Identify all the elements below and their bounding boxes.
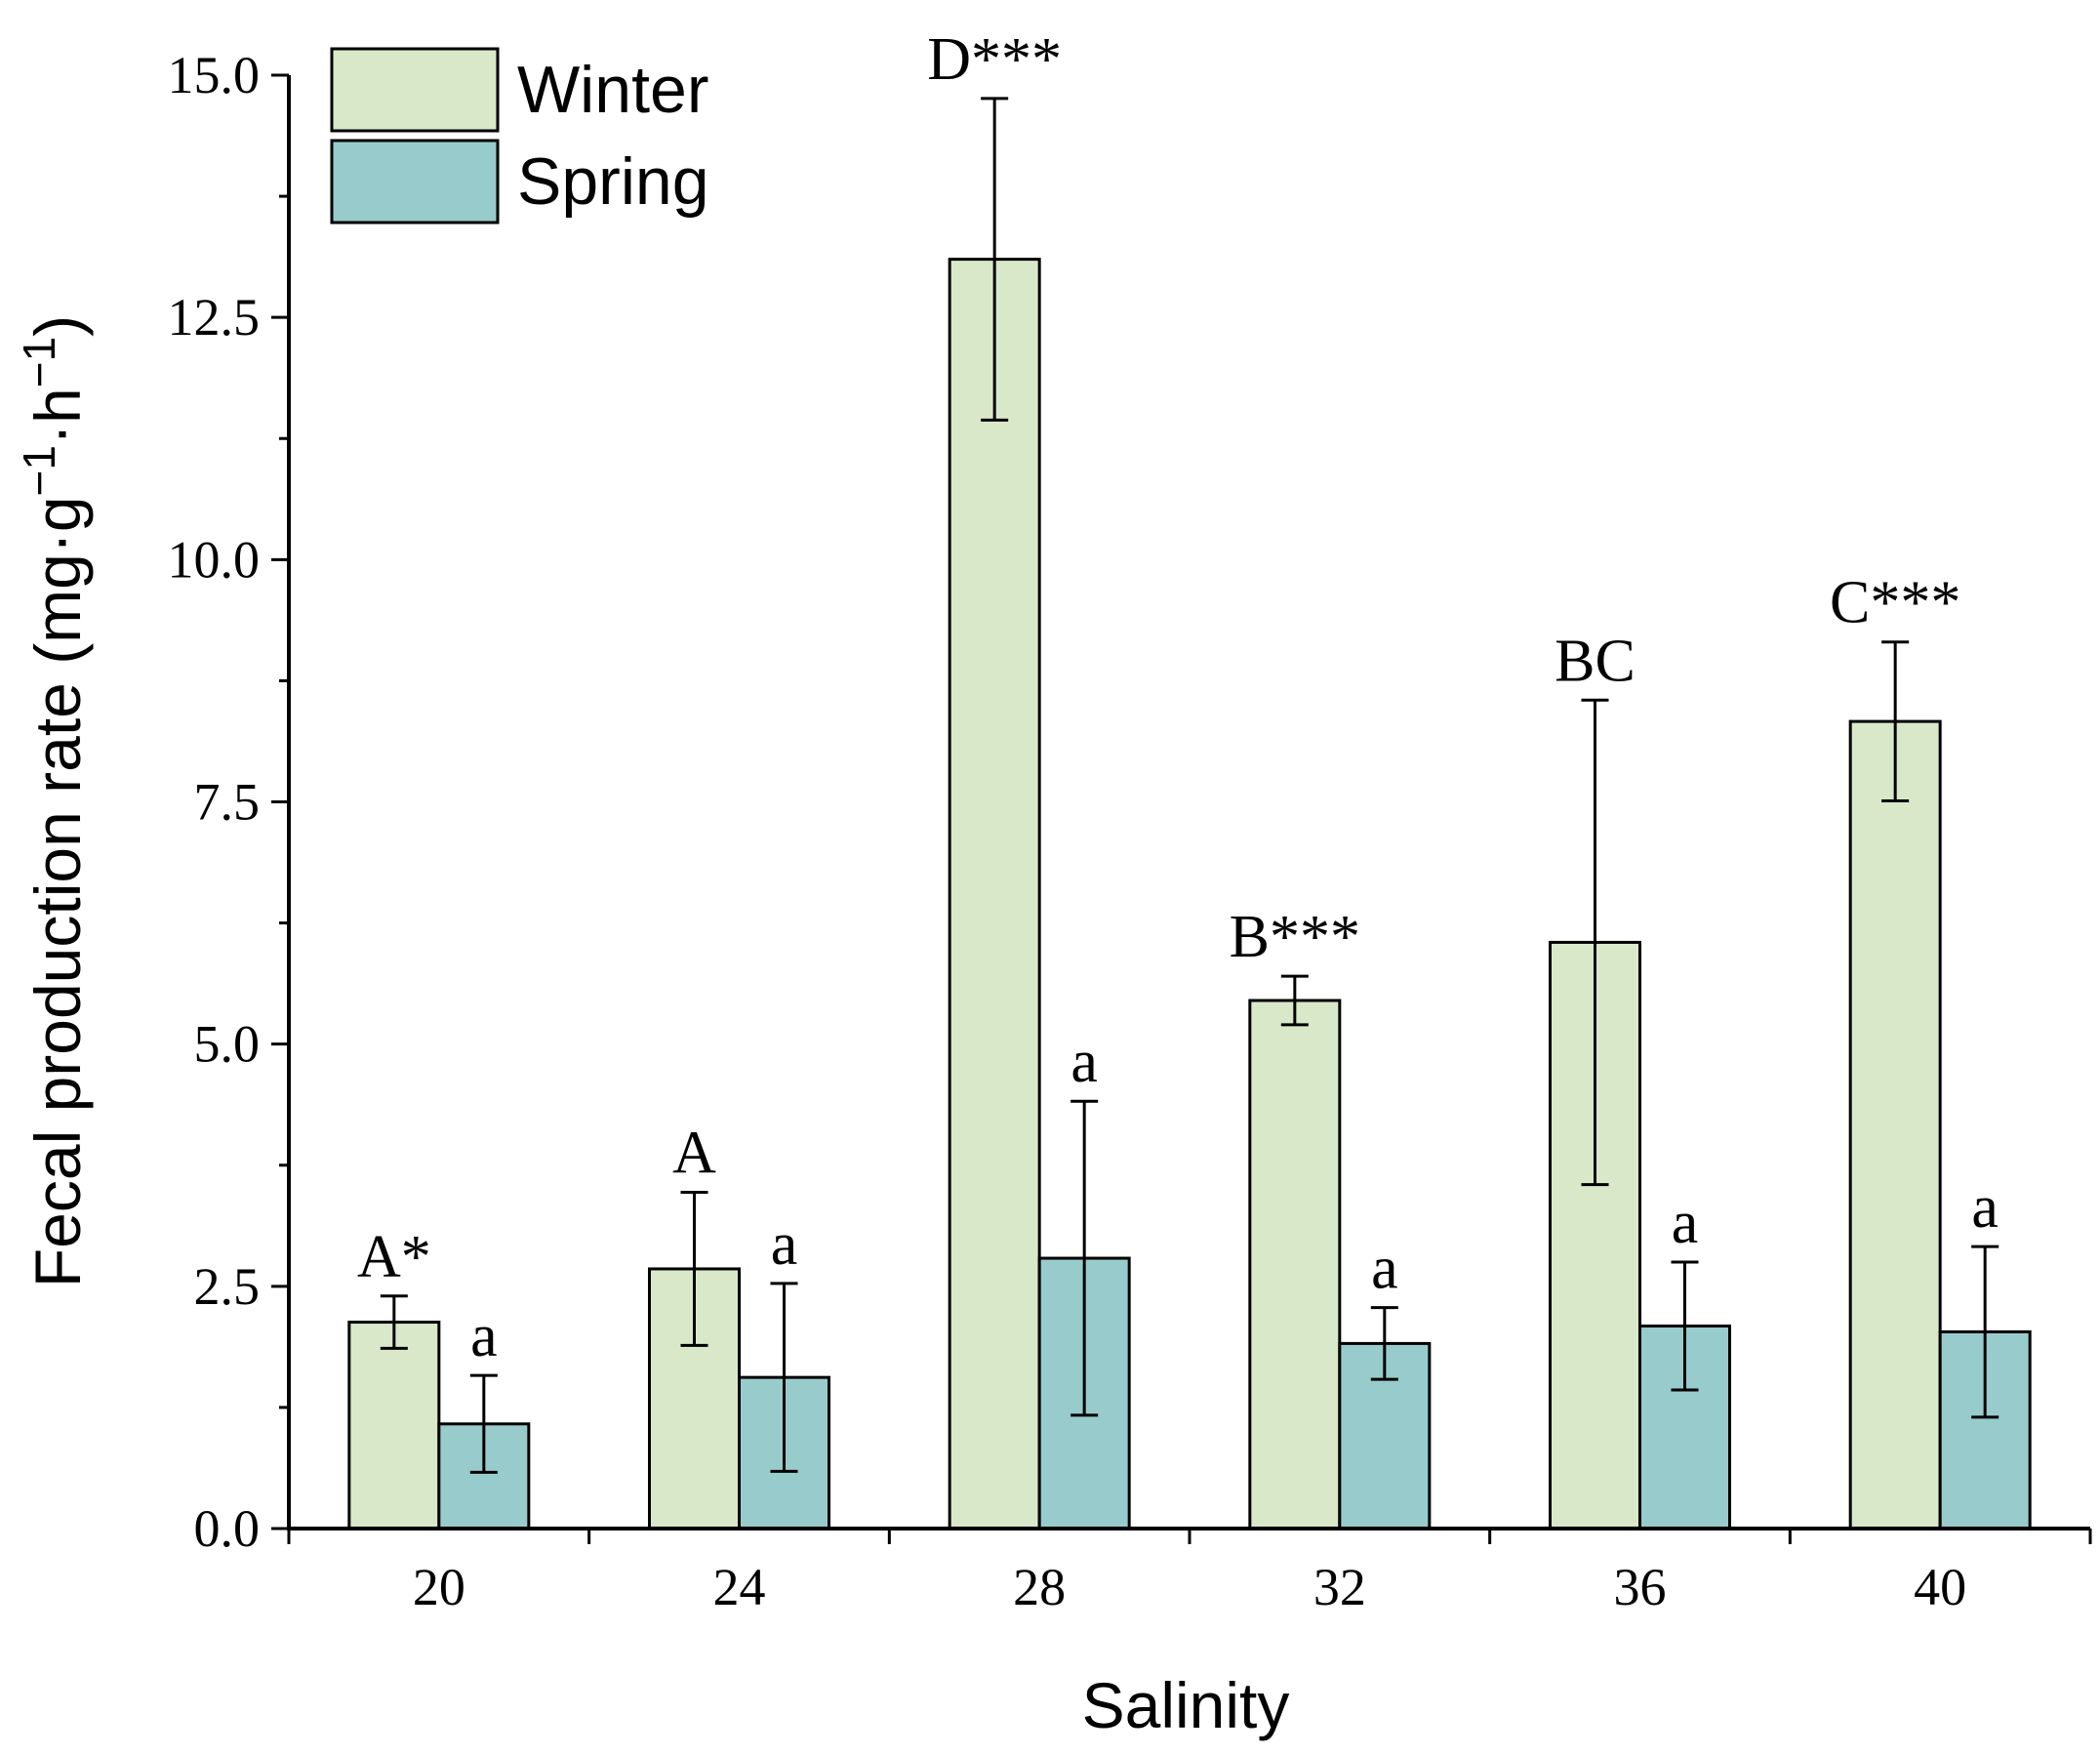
axes: [287, 75, 2090, 1531]
y-tick-label-6: 15.0: [168, 46, 261, 104]
x-tick-label-40: 40: [1914, 1558, 1966, 1616]
y-tick-label-0: 0.0: [194, 1499, 261, 1558]
sig-label-winter-24: A: [672, 1121, 716, 1187]
sig-label-winter-36: BC: [1555, 628, 1636, 694]
y-axis-title-end: ): [21, 315, 94, 337]
bar-winter-28: [948, 258, 1041, 1531]
y-axis-title-sup2: −1: [14, 337, 64, 388]
y-axis-title: Fecal production rate (mg·g−1·h−1): [14, 315, 94, 1287]
x-tick-label-32: 32: [1313, 1558, 1366, 1616]
sig-label-spring-36: a: [1672, 1190, 1699, 1256]
sig-label-spring-32: a: [1371, 1236, 1398, 1302]
x-tick-label-20: 20: [413, 1558, 465, 1616]
legend: Winter Spring: [330, 47, 709, 224]
sig-label-winter-28: D***: [927, 26, 1062, 93]
y-tick-label-5: 12.5: [168, 288, 261, 347]
legend-swatch-spring: [330, 139, 500, 224]
y-tick-label-4: 10.0: [168, 530, 261, 589]
sig-label-spring-40: a: [1971, 1174, 1999, 1241]
y-axis-title-sup1: −1: [14, 445, 64, 496]
sig-label-spring-20: a: [470, 1303, 498, 1369]
bar-winter-40: [1848, 719, 1942, 1531]
sig-label-spring-28: a: [1070, 1029, 1098, 1095]
x-tick-label-24: 24: [713, 1558, 766, 1616]
x-axis-title: Salinity: [1082, 1669, 1290, 1741]
sig-label-winter-32: B***: [1230, 904, 1360, 970]
sig-label-winter-20: A*: [357, 1224, 431, 1290]
y-tick-label-2: 5.0: [194, 1015, 261, 1074]
sig-label-spring-24: a: [771, 1211, 798, 1278]
y-tick-label-1: 2.5: [194, 1257, 261, 1316]
y-axis-title-mid: ·h: [21, 388, 94, 445]
y-tick-label-3: 7.5: [194, 773, 261, 832]
sig-label-winter-40: C***: [1830, 570, 1960, 636]
legend-swatch-winter: [330, 47, 500, 133]
x-tick-label-28: 28: [1013, 1558, 1066, 1616]
bar-winter-20: [347, 1321, 441, 1531]
legend-label-spring: Spring: [517, 144, 709, 219]
bar-winter-32: [1248, 999, 1342, 1531]
y-axis-title-main: Fecal production rate (mg·g: [21, 496, 94, 1287]
x-tick-label-36: 36: [1614, 1558, 1667, 1616]
legend-label-winter: Winter: [517, 53, 708, 127]
ticks: 0.0 2.5 5.0 7.5 10.0 12.5 15.0 20 24 28 32 36 40: [168, 46, 2092, 1616]
